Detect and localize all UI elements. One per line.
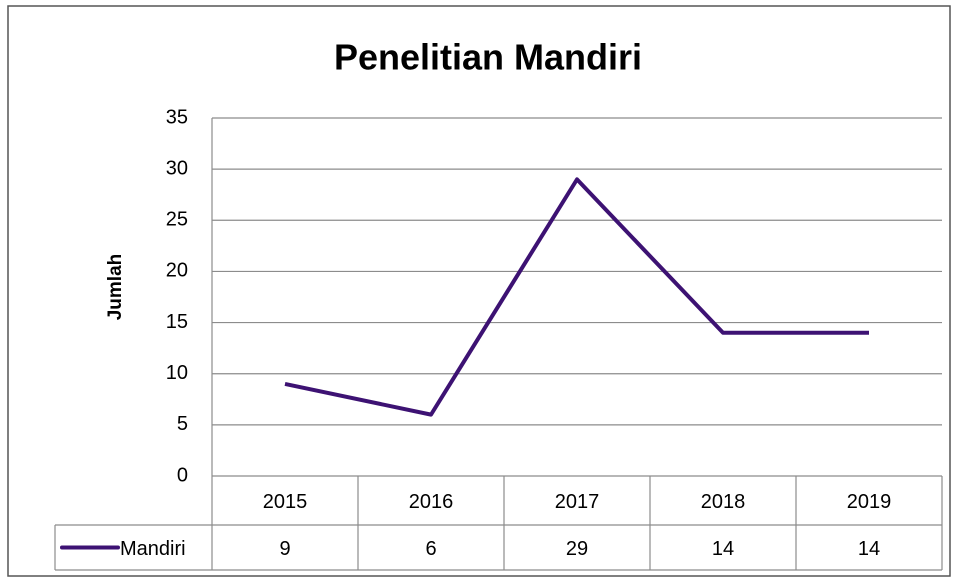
chart-title: Penelitian Mandiri <box>334 37 642 78</box>
y-tick-label: 35 <box>166 106 188 128</box>
table-value: 9 <box>279 538 290 560</box>
y-tick-label: 0 <box>177 464 188 486</box>
x-tick-label: 2018 <box>701 491 746 513</box>
y-tick-label: 5 <box>177 413 188 435</box>
table-value: 29 <box>566 538 588 560</box>
chart-frame <box>7 5 951 577</box>
x-tick-label: 2017 <box>555 491 600 513</box>
y-tick-label: 10 <box>166 362 188 384</box>
x-tick-label: 2019 <box>847 491 892 513</box>
y-tick-label: 20 <box>166 260 188 282</box>
x-tick-label: 2015 <box>263 491 308 513</box>
y-tick-label: 25 <box>166 209 188 231</box>
x-tick-label: 2016 <box>409 491 454 513</box>
table-value: 14 <box>858 538 880 560</box>
y-axis-label: Jumlah <box>105 254 126 321</box>
line <box>284 177 869 417</box>
table-value: 6 <box>425 538 436 560</box>
table-value: 14 <box>712 538 734 560</box>
legend-label: Mandiri <box>120 538 186 560</box>
y-tick-label: 15 <box>166 311 188 333</box>
y-tick-label: 30 <box>166 157 188 179</box>
